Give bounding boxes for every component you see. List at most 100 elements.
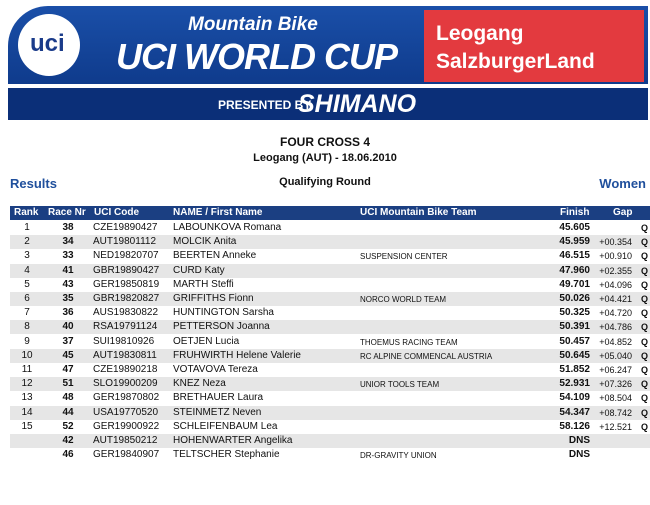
rank: 10: [21, 349, 33, 361]
race-number: 36: [62, 307, 74, 319]
team: NORCO WORLD TEAM: [360, 295, 447, 304]
finish-time: 50.391: [559, 321, 590, 333]
uci-code: CZE19890218: [93, 364, 158, 375]
team: RC ALPINE COMMENCAL AUSTRIA: [360, 351, 493, 361]
gap: +04.786: [599, 322, 632, 333]
finish-time: 46.515: [559, 250, 590, 262]
rank: 14: [21, 406, 33, 418]
table-row: 3 33 NED19820707 BEERTEN Anneke SUSPENSION C…: [10, 249, 650, 263]
rank: 5: [24, 278, 30, 290]
uci-code: AUT19801112: [93, 236, 157, 248]
finish-time: 49.701: [559, 278, 590, 290]
rider-name: FRUHWIRTH Helene Valerie: [173, 349, 301, 361]
race-number: 38: [62, 222, 74, 233]
rank: 11: [21, 364, 33, 375]
gap: +12.521: [599, 421, 632, 432]
category: Women: [599, 176, 646, 191]
round-title: Qualifying Round: [279, 176, 371, 188]
rider-name: MARTH Steffi: [173, 278, 234, 290]
race-number: 35: [62, 293, 74, 304]
rider-name: MOLCIK Anita: [173, 236, 237, 248]
qualified: Q: [641, 393, 649, 404]
qualified: Q: [641, 365, 649, 375]
rank: 12: [21, 378, 33, 390]
race-number: 42: [62, 435, 74, 446]
rider-name: LABOUNKOVA Romana: [173, 222, 282, 233]
race-number: 44: [62, 406, 74, 418]
logo-text: uci: [30, 30, 65, 57]
gap: +04.096: [599, 279, 632, 290]
uci-code: NED19820707: [93, 250, 159, 262]
event-title: FOUR CROSS 4: [279, 135, 370, 149]
uci-code: GBR19890427: [93, 264, 160, 276]
table-row: 10 45 AUT19830811 FRUHWIRTH Helene Valerie R…: [10, 348, 650, 363]
finish-time: 54.347: [559, 406, 590, 418]
gap: +00.354: [599, 237, 632, 248]
rider-name: BEERTEN Anneke: [173, 250, 257, 262]
table-row: 15 52 GER19900922 SCHLEIFENBAUM Lea 58.126 +1…: [10, 420, 650, 434]
table-row: 13 48 GER19870802 BRETHAUER Laura 54.109 +08.…: [10, 391, 650, 405]
race-number: 48: [62, 392, 74, 404]
column-header: UCI Code: [94, 207, 139, 218]
race-number: 45: [62, 349, 74, 361]
column-header: Finish: [560, 207, 590, 218]
team: UNIOR TOOLS TEAM: [360, 380, 440, 390]
sponsor: SHIMANO: [298, 90, 417, 118]
qualified: Q: [641, 308, 649, 319]
gap: +02.355: [599, 265, 632, 276]
table-row: 6 35 GBR19820827 GRIFFITHS Fionn NORCO WORLD…: [10, 292, 650, 306]
race-number: 34: [62, 236, 74, 248]
rider-name: PETTERSON Joanna: [173, 321, 270, 333]
team: THOEMUS RACING TEAM: [360, 337, 458, 347]
finish-time: DNS: [568, 435, 590, 446]
rider-name: BRETHAUER Laura: [173, 392, 264, 404]
uci-code: GER19850819: [93, 278, 160, 290]
gap: +00.910: [599, 251, 632, 262]
qualified: Q: [641, 251, 649, 262]
rank: 4: [24, 264, 30, 276]
uci-code: GER19870802: [93, 392, 160, 404]
finish-time: 50.026: [559, 293, 590, 304]
sponsor-strip: [8, 88, 648, 120]
rank: 8: [24, 321, 30, 333]
rank: 3: [24, 250, 30, 262]
rank: 9: [24, 335, 30, 347]
gap: +07.326: [599, 379, 632, 390]
race-number: 52: [62, 420, 74, 432]
column-header: NAME / First Name: [173, 207, 263, 218]
race-number: 46: [62, 449, 74, 461]
table-row: 8 40 RSA19791124 PETTERSON Joanna 50.391 +04.…: [10, 320, 650, 335]
rider-name: TELTSCHER Stephanie: [173, 449, 280, 461]
table-header: Rank Race Nr UCI Code NAME / First Name UCI …: [10, 206, 650, 220]
finish-time: 51.852: [559, 364, 590, 375]
uci-code: CZE19890427: [93, 222, 158, 233]
gap: +05.040: [599, 350, 632, 361]
finish-time: 45.605: [559, 222, 590, 233]
banner: uci Mountain Bike UCI WORLD CUP Leogang …: [8, 6, 648, 120]
logo: uci: [18, 14, 80, 76]
venue-line: Leogang: [436, 22, 524, 45]
finish-time: 52.931: [559, 378, 590, 390]
rank: 1: [24, 222, 30, 233]
race-number: 51: [62, 378, 74, 390]
rider-name: GRIFFITHS Fionn: [173, 293, 254, 304]
finish-time: 50.457: [559, 335, 590, 347]
rank: 15: [21, 420, 33, 432]
uci-code: AUS19830822: [93, 307, 159, 319]
team: DR-GRAVITY UNION: [360, 451, 437, 461]
qualified: Q: [641, 407, 649, 418]
gap: +04.720: [599, 308, 632, 319]
uci-code: USA19770520: [93, 406, 159, 418]
venue-line: SalzburgerLand: [436, 50, 595, 73]
gap: +04.852: [599, 336, 632, 347]
rider-name: VOTAVOVA Tereza: [173, 364, 258, 375]
finish-time: 50.325: [559, 307, 590, 319]
finish-time: 54.109: [559, 392, 590, 404]
rider-name: STEINMETZ Neven: [173, 406, 262, 418]
table-row: 12 51 SLO19900209 KNEZ Neza UNIOR TOOLS TEAM…: [10, 377, 650, 392]
banner-top: Mountain Bike: [188, 14, 318, 35]
qualified: Q: [641, 223, 649, 233]
finish-time: 45.959: [559, 236, 590, 248]
table-row: 4 41 GBR19890427 CURD Katy 47.960 +02.355 Q: [10, 263, 650, 278]
